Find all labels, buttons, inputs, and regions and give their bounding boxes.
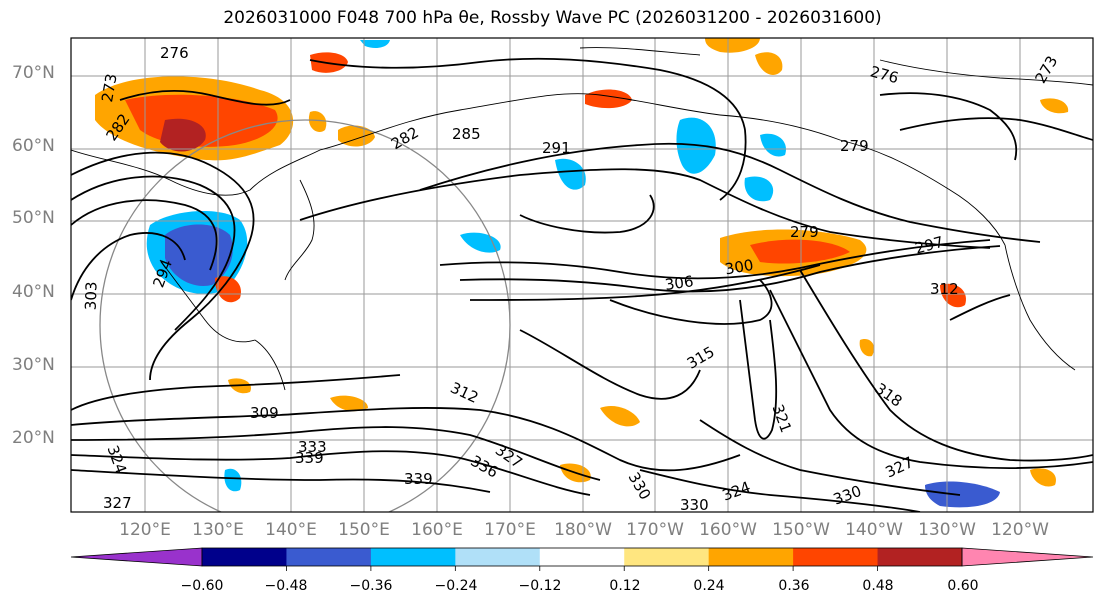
colorbar-tick: −0.60 — [180, 578, 224, 594]
contour-label: 333 — [298, 438, 327, 456]
contour-label: 339 — [404, 470, 433, 488]
lon-label: 120°W — [991, 520, 1049, 540]
lon-label: 140°W — [845, 520, 903, 540]
contour-label: 279 — [840, 137, 869, 155]
colorbar-tick: −0.36 — [349, 578, 393, 594]
lon-label: 160°E — [411, 520, 463, 540]
colorbar-tick: 0.36 — [778, 578, 810, 594]
contour-label: 285 — [452, 125, 481, 143]
contour-label: 303 — [82, 281, 101, 310]
contour-label: 330 — [680, 496, 709, 514]
lon-label: 160°W — [699, 520, 757, 540]
lon-label: 130°E — [192, 520, 244, 540]
colorbar-tick: 0.24 — [693, 578, 725, 594]
contour-label: 309 — [250, 404, 279, 422]
colorbar-tick: 0.60 — [947, 578, 979, 594]
contour-label: 291 — [542, 139, 571, 157]
contour-label: 327 — [103, 494, 132, 512]
lat-label: 50°N — [12, 208, 55, 228]
contour-label: 312 — [930, 280, 959, 298]
contour-label: 339 — [295, 449, 324, 467]
lon-label: 180°W — [554, 520, 612, 540]
lon-label: 170°E — [484, 520, 536, 540]
lat-label: 20°N — [12, 428, 55, 448]
colorbar-tick: −0.48 — [264, 578, 308, 594]
map-title: 2026031000 F048 700 hPa θe, Rossby Wave … — [223, 8, 882, 28]
contour-label: 273 — [98, 72, 121, 103]
contour-label: 306 — [664, 272, 695, 294]
contour-label: 276 — [160, 44, 189, 62]
lon-label: 120°E — [119, 520, 171, 540]
lat-label: 40°N — [12, 282, 55, 302]
map-frame — [70, 37, 1094, 513]
colorbar-tick: −0.12 — [518, 578, 562, 594]
colorbar-tick: 0.48 — [862, 578, 894, 594]
lon-label: 140°E — [265, 520, 317, 540]
colorbar-tick: 0.12 — [609, 578, 641, 594]
lon-label: 150°W — [772, 520, 830, 540]
lat-label: 70°N — [12, 63, 55, 83]
theta-e-contours — [71, 57, 1093, 512]
lon-label: 170°W — [626, 520, 684, 540]
contour-label: 300 — [723, 256, 754, 279]
coastlines — [71, 47, 1093, 391]
colorbar-tick: −0.24 — [434, 578, 478, 594]
lat-label: 60°N — [12, 136, 55, 156]
lat-label: 30°N — [12, 355, 55, 375]
reference-circle — [99, 119, 511, 512]
contour-label: 279 — [790, 223, 819, 241]
lon-label: 130°W — [918, 520, 976, 540]
lon-label: 150°E — [338, 520, 390, 540]
